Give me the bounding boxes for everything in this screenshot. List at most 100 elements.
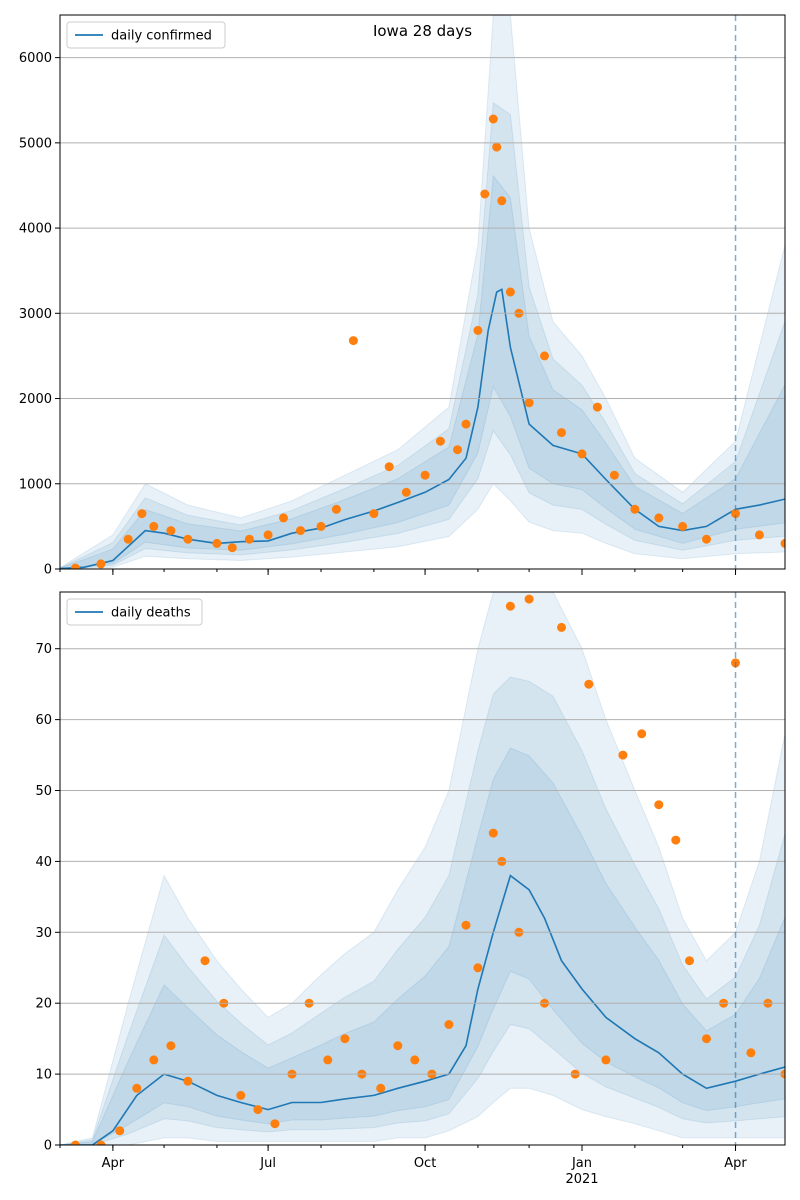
data-point — [244, 534, 254, 544]
series-line — [60, 288, 785, 569]
y-tick-label: 10 — [35, 1068, 52, 1083]
data-point — [637, 729, 647, 739]
legend-box — [66, 21, 226, 49]
data-point — [200, 956, 210, 966]
data-point — [524, 594, 534, 604]
x-tick-label: Apr — [102, 1156, 125, 1171]
y-tick-label: 50 — [35, 784, 52, 799]
data-point — [678, 521, 688, 531]
data-point — [149, 521, 159, 531]
legend-label: daily confirmed — [111, 29, 212, 44]
data-point — [183, 1076, 193, 1086]
axes-frame — [59, 14, 786, 570]
data-point — [70, 563, 80, 569]
data-point — [492, 142, 502, 152]
data-point — [685, 956, 694, 966]
data-point — [331, 504, 341, 514]
data-point — [754, 530, 764, 540]
data-point — [557, 428, 566, 438]
legend: daily deaths — [66, 598, 203, 626]
data-point — [132, 1083, 142, 1093]
data-point — [270, 1119, 280, 1129]
data-point — [296, 526, 305, 536]
data-point — [149, 1055, 159, 1065]
data-point — [253, 1105, 263, 1115]
data-point — [420, 470, 430, 480]
data-point — [480, 189, 490, 199]
axes-frame — [59, 591, 786, 1146]
x-tick-label: Jul — [259, 1156, 276, 1171]
data-point — [263, 530, 273, 540]
data-point — [323, 1055, 333, 1065]
data-point — [212, 538, 222, 548]
data-point — [557, 622, 566, 632]
x-year-label: 2021 — [565, 1172, 598, 1187]
legend-label: daily deaths — [111, 606, 191, 621]
data-point — [166, 1041, 176, 1051]
data-point — [473, 963, 483, 973]
data-point — [577, 449, 587, 459]
data-point — [369, 509, 379, 519]
data-point — [70, 1140, 80, 1145]
data-point — [348, 336, 358, 346]
data-point — [340, 1034, 350, 1044]
legend: daily confirmed — [66, 21, 226, 49]
data-point — [540, 351, 549, 361]
y-tick-label: 6000 — [19, 51, 52, 66]
y-tick-label: 0 — [44, 563, 52, 578]
data-point — [166, 526, 176, 536]
x-tick-label: Oct — [414, 1156, 436, 1171]
data-point — [630, 504, 640, 514]
data-point — [702, 1034, 711, 1044]
data-point — [592, 402, 602, 412]
data-point — [410, 1055, 420, 1065]
data-point — [401, 487, 411, 497]
y-tick-label: 20 — [35, 997, 52, 1012]
data-point — [746, 1048, 756, 1058]
data-point — [123, 534, 133, 544]
plot-area — [60, 15, 785, 569]
data-point — [453, 445, 462, 455]
y-tick-label: 1000 — [19, 477, 52, 492]
uncertainty-band-1 — [60, 15, 785, 569]
data-point — [702, 534, 711, 544]
y-tick-label: 4000 — [19, 222, 52, 237]
y-tick-label: 30 — [35, 926, 52, 941]
uncertainty-band-3 — [60, 174, 785, 569]
x-tick-label: Jan — [571, 1156, 592, 1171]
data-point — [227, 543, 237, 553]
data-point — [524, 398, 534, 408]
data-point — [671, 835, 681, 845]
data-point — [473, 325, 483, 335]
data-point — [137, 509, 147, 519]
data-point — [461, 920, 471, 930]
data-point — [618, 750, 628, 760]
x-tick-label: Apr — [724, 1156, 747, 1171]
data-point — [279, 513, 288, 523]
data-point — [488, 828, 498, 838]
data-point — [236, 1090, 246, 1100]
data-point — [435, 436, 445, 446]
y-tick-label: 5000 — [19, 136, 52, 151]
data-point — [780, 538, 785, 548]
data-point — [316, 521, 326, 531]
data-point — [654, 800, 664, 810]
y-tick-label: 3000 — [19, 307, 52, 322]
data-point — [505, 601, 515, 611]
data-point — [497, 196, 507, 206]
data-point — [609, 470, 619, 480]
deaths-panel: 0 10 20 30 40 50 60 70 Apr Jul Oct Jan Apr 2021 daily … — [35, 591, 786, 1187]
data-point — [654, 513, 664, 523]
y-tick-label: 70 — [35, 642, 52, 657]
data-point — [183, 534, 193, 544]
data-point — [115, 1126, 125, 1136]
data-point — [96, 559, 106, 569]
confirmed-panel: 0 1000 2000 3000 4000 5000 6000 daily confirmed… — [19, 14, 786, 578]
uncertainty-band-1 — [60, 592, 785, 1145]
y-tick-label: 2000 — [19, 392, 52, 407]
uncertainty-band-2 — [60, 101, 785, 569]
data-point — [584, 679, 594, 689]
data-point — [488, 114, 498, 124]
uncertainty-band-3 — [60, 747, 785, 1145]
